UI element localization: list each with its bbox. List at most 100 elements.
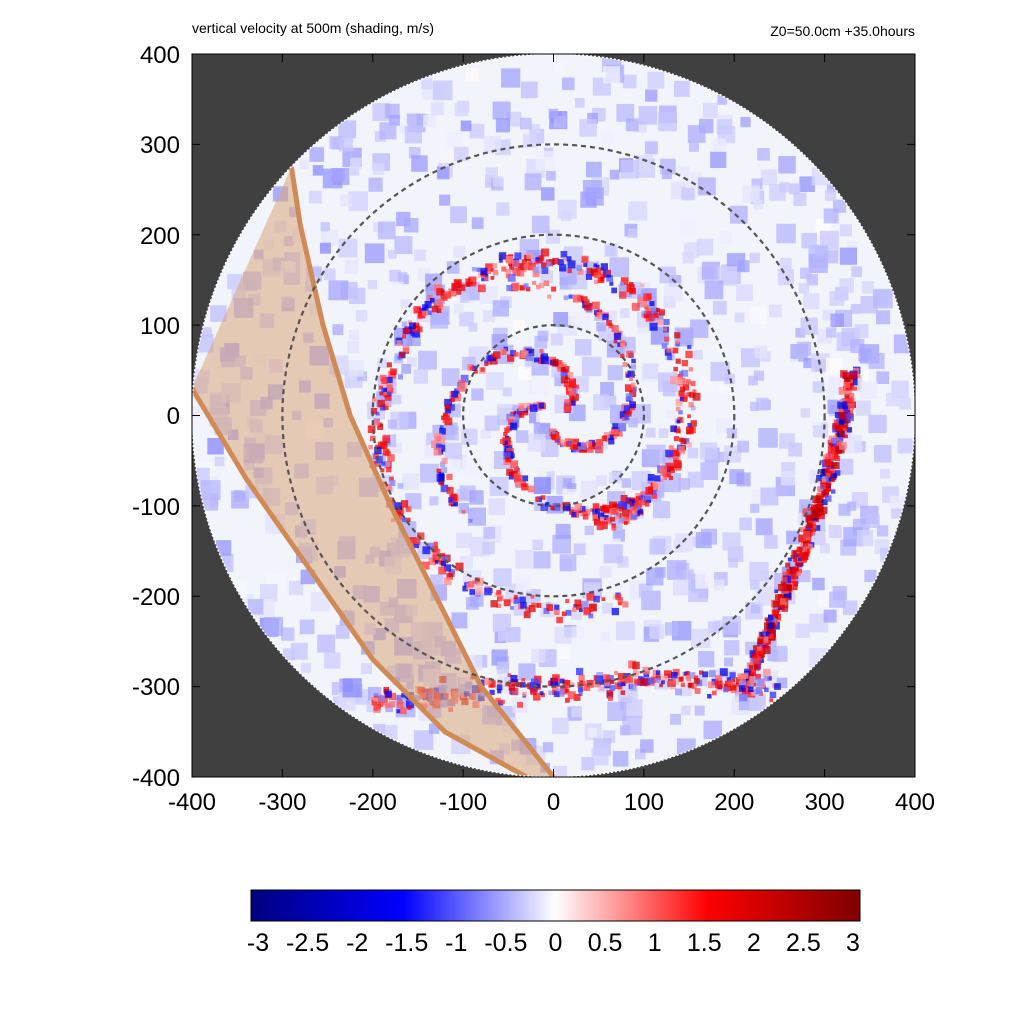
velocity-cell [384, 703, 390, 709]
velocity-cell [687, 447, 699, 459]
velocity-cell [520, 682, 526, 688]
velocity-cell [422, 546, 431, 555]
velocity-cell [593, 394, 610, 411]
velocity-cell [493, 351, 501, 359]
velocity-cell [855, 400, 871, 416]
velocity-cell [716, 119, 732, 135]
velocity-cell [815, 495, 822, 502]
velocity-cell [620, 681, 626, 687]
velocity-cell [700, 462, 719, 480]
velocity-cell [574, 599, 582, 607]
velocity-cell [649, 624, 665, 639]
velocity-cell [787, 557, 792, 562]
velocity-cell [839, 224, 852, 237]
velocity-cell [579, 119, 597, 137]
velocity-cell [812, 577, 825, 591]
velocity-cell [509, 597, 515, 603]
velocity-cell [806, 522, 813, 528]
velocity-cell [317, 634, 336, 653]
velocity-cell [778, 156, 796, 174]
velocity-cell [578, 442, 587, 450]
velocity-cell [647, 474, 655, 481]
velocity-cell [666, 409, 676, 419]
velocity-cell [645, 89, 658, 102]
velocity-cell [493, 613, 511, 632]
velocity-cell [783, 590, 792, 599]
velocity-cell [441, 457, 448, 464]
velocity-cell [669, 466, 674, 471]
velocity-cell [600, 521, 608, 530]
velocity-cell [201, 327, 212, 338]
velocity-cell [417, 311, 426, 319]
velocity-cell [568, 441, 572, 445]
velocity-cell [628, 501, 633, 505]
velocity-cell [796, 571, 801, 576]
velocity-cell [460, 120, 472, 132]
velocity-cell [591, 748, 609, 766]
velocity-cell [800, 552, 809, 561]
velocity-cell [567, 483, 577, 493]
velocity-cell [368, 445, 373, 450]
velocity-cell [382, 404, 389, 411]
velocity-cell [620, 495, 628, 502]
velocity-cell [513, 595, 518, 600]
velocity-cell [638, 106, 658, 125]
velocity-cell [522, 133, 537, 148]
reference-circle [462, 324, 646, 508]
velocity-cell [527, 485, 535, 493]
velocity-cell [488, 498, 505, 515]
velocity-cell [403, 518, 408, 523]
velocity-cell [823, 458, 832, 467]
velocity-cell [750, 307, 767, 325]
velocity-cell [664, 670, 672, 679]
velocity-cell [574, 339, 592, 356]
velocity-cell [690, 381, 696, 386]
velocity-cell [618, 507, 624, 512]
velocity-cell [699, 377, 714, 392]
velocity-cell [414, 249, 426, 262]
velocity-cell [438, 471, 444, 478]
velocity-cell [518, 412, 525, 418]
velocity-cell [801, 232, 817, 249]
velocity-cell [687, 682, 693, 688]
velocity-cell [771, 609, 779, 617]
velocity-cell [386, 384, 393, 391]
velocity-cell [629, 401, 636, 409]
velocity-cell [397, 374, 404, 380]
velocity-cell [613, 339, 618, 344]
velocity-cell [603, 515, 609, 521]
velocity-cell [692, 389, 697, 394]
velocity-cell [484, 677, 492, 685]
velocity-cell [673, 460, 682, 469]
velocity-cell [844, 387, 852, 395]
velocity-cell [385, 402, 390, 407]
velocity-cell [469, 123, 485, 139]
velocity-cell [432, 548, 441, 557]
velocity-cell [630, 364, 636, 370]
velocity-cell [596, 321, 606, 332]
velocity-cell [812, 381, 825, 393]
velocity-cell [839, 247, 857, 265]
velocity-cell [397, 483, 404, 489]
velocity-cell [529, 681, 537, 688]
velocity-cell [512, 268, 521, 276]
velocity-cell [749, 676, 755, 682]
velocity-cell [588, 613, 594, 619]
velocity-cell [595, 445, 604, 454]
velocity-cell [563, 503, 571, 512]
velocity-cell [581, 757, 595, 771]
velocity-cell [582, 180, 602, 199]
velocity-cell [572, 607, 577, 613]
velocity-cell [638, 583, 653, 598]
velocity-cell [697, 177, 716, 196]
velocity-cell [557, 441, 561, 446]
velocity-cell [837, 458, 854, 475]
velocity-cell [749, 665, 753, 669]
velocity-cell [555, 438, 560, 443]
velocity-cell [532, 373, 550, 392]
velocity-cell [484, 361, 489, 366]
velocity-cell [377, 399, 385, 408]
velocity-cell [543, 742, 554, 753]
velocity-cell [621, 417, 626, 421]
velocity-cell [755, 518, 773, 536]
